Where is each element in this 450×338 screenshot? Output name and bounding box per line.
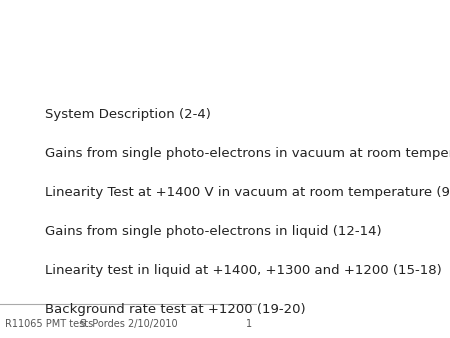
Text: Background rate test at +1200 (19-20): Background rate test at +1200 (19-20) [45,303,306,316]
Text: R11065 PMT tests: R11065 PMT tests [5,319,94,330]
Text: Linearity Test at +1400 V in vacuum at room temperature (9-11): Linearity Test at +1400 V in vacuum at r… [45,186,450,199]
Text: 1: 1 [246,319,252,330]
Text: System Description (2-4): System Description (2-4) [45,108,211,121]
Text: Linearity test in liquid at +1400, +1300 and +1200 (15-18): Linearity test in liquid at +1400, +1300… [45,264,442,277]
Text: Gains from single photo-electrons in liquid (12-14): Gains from single photo-electrons in liq… [45,225,382,238]
Text: S. Pordes 2/10/2010: S. Pordes 2/10/2010 [80,319,177,330]
Text: Gains from single photo-electrons in vacuum at room temperature (5-8): Gains from single photo-electrons in vac… [45,147,450,160]
